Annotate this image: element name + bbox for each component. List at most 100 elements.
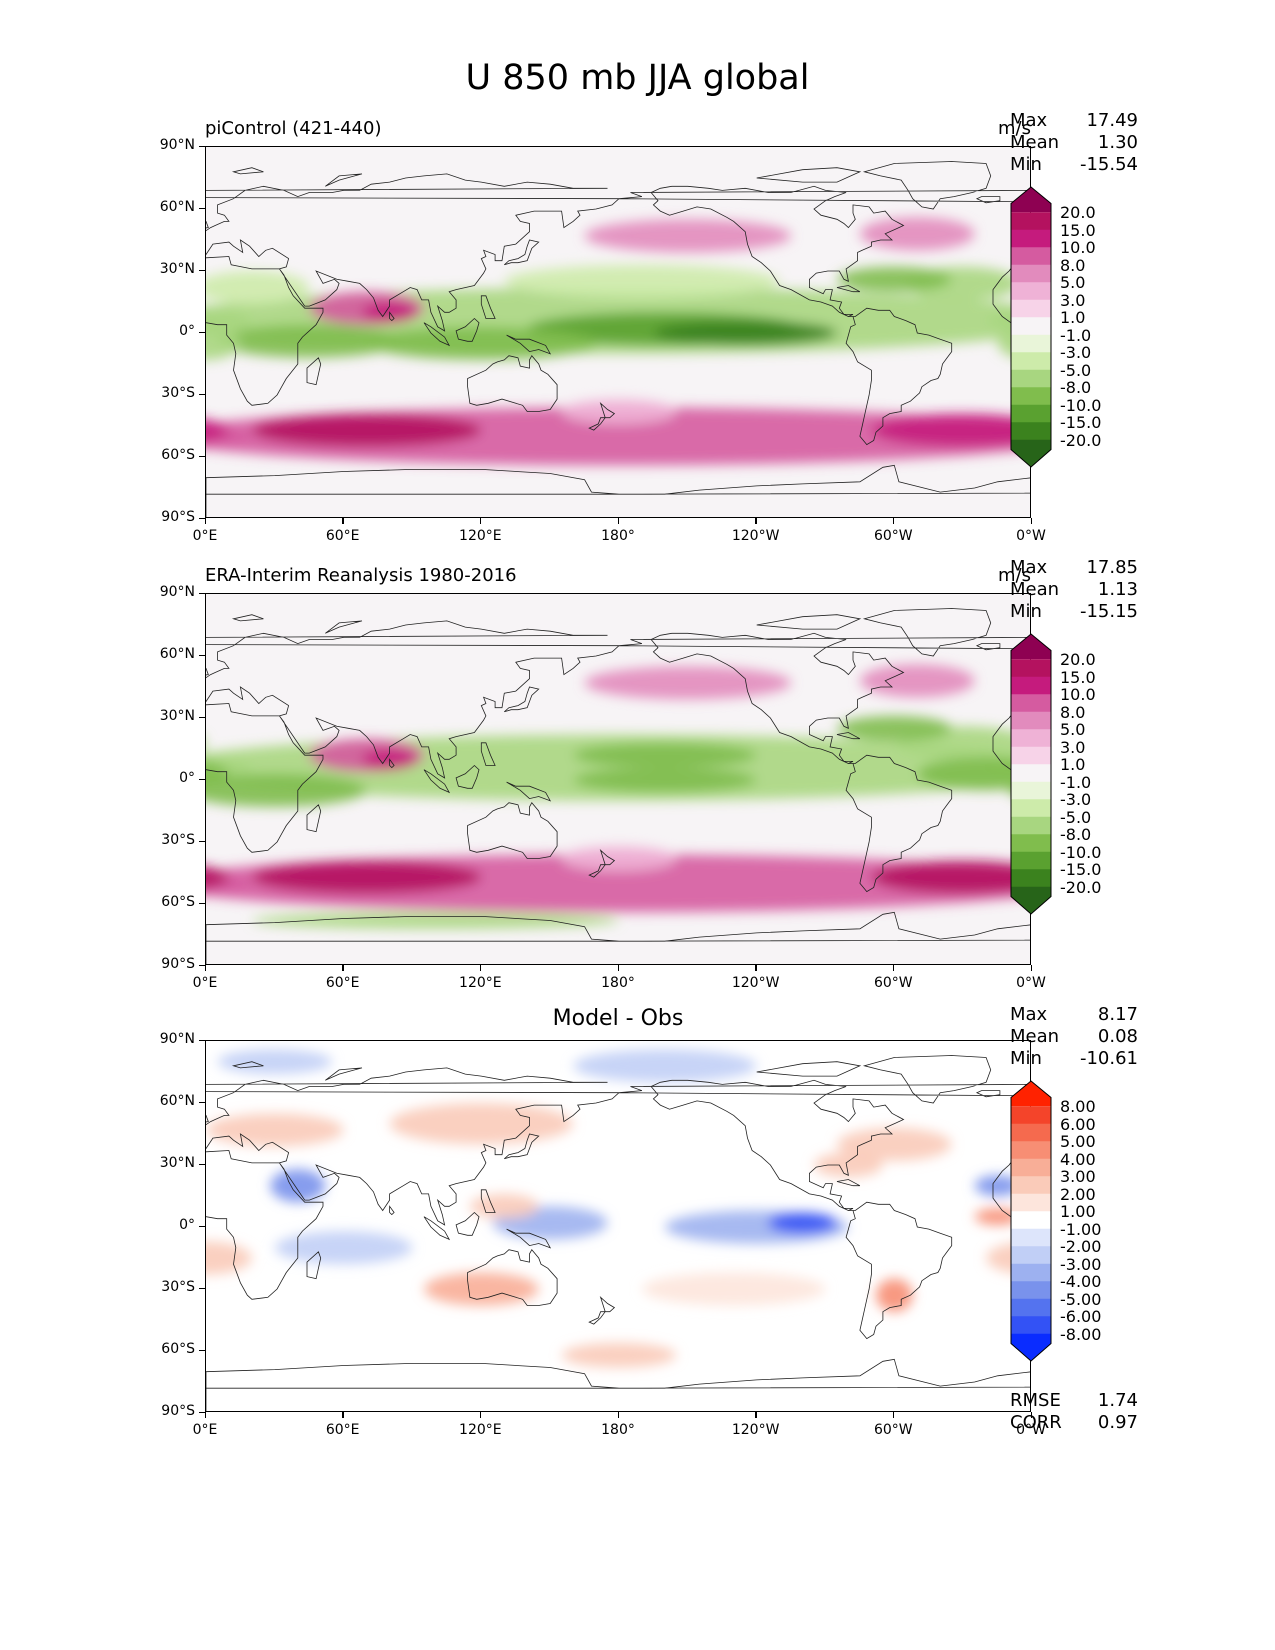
y-tick-mark	[199, 145, 205, 147]
y-tick-mark	[199, 1287, 205, 1289]
stat-value: -10.61	[1079, 1048, 1138, 1069]
colorbar-swatch	[1011, 282, 1051, 301]
x-tick-label: 0°W	[1016, 1422, 1046, 1438]
colorbar-swatch	[1011, 1193, 1051, 1212]
colorbar-swatch	[1011, 694, 1051, 713]
map-plot	[205, 1040, 1031, 1412]
colorbar-swatch	[1011, 1228, 1051, 1247]
y-tick-label: 90°N	[159, 584, 195, 600]
x-tick-mark	[617, 1412, 619, 1418]
colorbar-tick-label: 1.00	[1060, 1202, 1096, 1222]
colorbar-swatch	[1011, 1106, 1051, 1125]
colorbar-tick-label: -8.0	[1060, 825, 1092, 845]
stat-row: Min -15.15	[1010, 601, 1138, 623]
colorbar-tick-label: -5.0	[1060, 807, 1092, 827]
field-region	[917, 757, 1030, 791]
y-tick-mark	[199, 455, 205, 457]
x-tick-label: 60°E	[325, 975, 360, 991]
field-region	[206, 761, 229, 787]
x-tick-mark	[755, 965, 757, 971]
colorbar-swatch	[1011, 764, 1051, 783]
field-region	[366, 326, 597, 360]
colorbar-tick-label: 4.00	[1060, 1149, 1096, 1169]
field-region	[974, 1175, 1021, 1196]
field-region	[871, 413, 1030, 447]
field-region	[423, 1272, 539, 1306]
field-region	[641, 1272, 826, 1306]
stat-name: Mean	[1010, 132, 1060, 153]
colorbar-graphic	[1010, 633, 1052, 915]
map-field	[206, 1041, 1030, 1411]
colorbar-swatch	[1011, 422, 1051, 441]
field-region	[561, 846, 677, 871]
field-region	[814, 1152, 883, 1178]
colorbar-swatch	[1011, 247, 1051, 266]
y-tick-label: 60°N	[159, 646, 195, 662]
field-region	[251, 413, 482, 447]
colorbar-swatch	[1011, 369, 1051, 388]
colorbar-swatch	[1011, 212, 1051, 231]
field-region	[561, 399, 677, 424]
stat-name: CORR	[1010, 1412, 1062, 1433]
field-region	[206, 419, 229, 442]
colorbar-swatch	[1011, 1176, 1051, 1195]
colorbar-swatch	[1011, 781, 1051, 800]
stat-value: 17.49	[1086, 110, 1138, 131]
colorbar-swatch	[1011, 799, 1051, 818]
stat-row: Mean 1.30	[1010, 132, 1138, 154]
colorbar-swatch	[1011, 1263, 1051, 1282]
stat-row: Mean 0.08	[1010, 1026, 1138, 1048]
y-tick-label: 30°N	[159, 261, 195, 277]
stat-row: CORR 0.97	[1010, 1412, 1138, 1434]
y-tick-label: 30°N	[159, 708, 195, 724]
colorbar-extend-min	[1011, 886, 1051, 914]
colorbar-tick-label: 1.0	[1060, 308, 1086, 328]
x-tick-mark	[204, 1412, 206, 1418]
y-tick-mark	[199, 902, 205, 904]
colorbar-swatch	[1011, 851, 1051, 870]
colorbar-tick-label: -3.0	[1060, 790, 1092, 810]
colorbar-tick-label: -6.00	[1060, 1307, 1102, 1327]
x-tick-label: 120°E	[459, 528, 502, 544]
field-region	[270, 1169, 326, 1203]
field-region	[875, 1278, 913, 1312]
x-tick-label: 0°E	[192, 975, 218, 991]
y-tick-label: 30°S	[161, 832, 195, 848]
y-tick-label: 60°S	[161, 1341, 195, 1357]
field-region	[206, 271, 310, 305]
colorbar-swatch	[1011, 816, 1051, 835]
colorbar-swatch	[1011, 834, 1051, 853]
x-tick-label: 60°E	[325, 1422, 360, 1438]
field-region	[206, 1113, 344, 1147]
field-region	[217, 324, 402, 358]
colorbar-tick-label: 8.0	[1060, 255, 1086, 275]
colorbar-tick-label: -10.0	[1060, 395, 1102, 415]
stat-value: -15.54	[1079, 154, 1138, 175]
stats-box: Max 17.49 Mean 1.30 Min -15.54	[1010, 110, 1138, 176]
field-region	[859, 217, 975, 251]
colorbar-tick-label: -1.00	[1060, 1219, 1102, 1239]
colorbar-tick-label: 8.00	[1060, 1097, 1096, 1117]
y-tick-label: 0°	[179, 323, 195, 339]
stat-row: Max 17.85	[1010, 557, 1138, 579]
stat-name: Max	[1010, 557, 1048, 578]
stat-name: Max	[1010, 1004, 1048, 1025]
colorbar	[1010, 1080, 1052, 1366]
units-label: m/s	[998, 565, 1031, 586]
units-label: m/s	[998, 118, 1031, 139]
colorbar-tick-label: -10.0	[1060, 842, 1102, 862]
stat-row: Min -10.61	[1010, 1048, 1138, 1070]
x-tick-mark	[204, 965, 206, 971]
colorbar-tick-label: 15.0	[1060, 667, 1096, 687]
stat-row: Mean 1.13	[1010, 579, 1138, 601]
field-region	[573, 742, 757, 768]
field-region	[584, 666, 792, 700]
stat-row: RMSE 1.74	[1010, 1390, 1138, 1412]
colorbar-tick-label: -20.0	[1060, 430, 1102, 450]
y-tick-mark	[199, 840, 205, 842]
colorbar-swatch	[1011, 869, 1051, 888]
field-region	[217, 1049, 333, 1075]
stat-name: Max	[1010, 110, 1048, 131]
x-tick-label: 180°	[601, 1422, 635, 1438]
x-tick-label: 180°	[601, 975, 635, 991]
